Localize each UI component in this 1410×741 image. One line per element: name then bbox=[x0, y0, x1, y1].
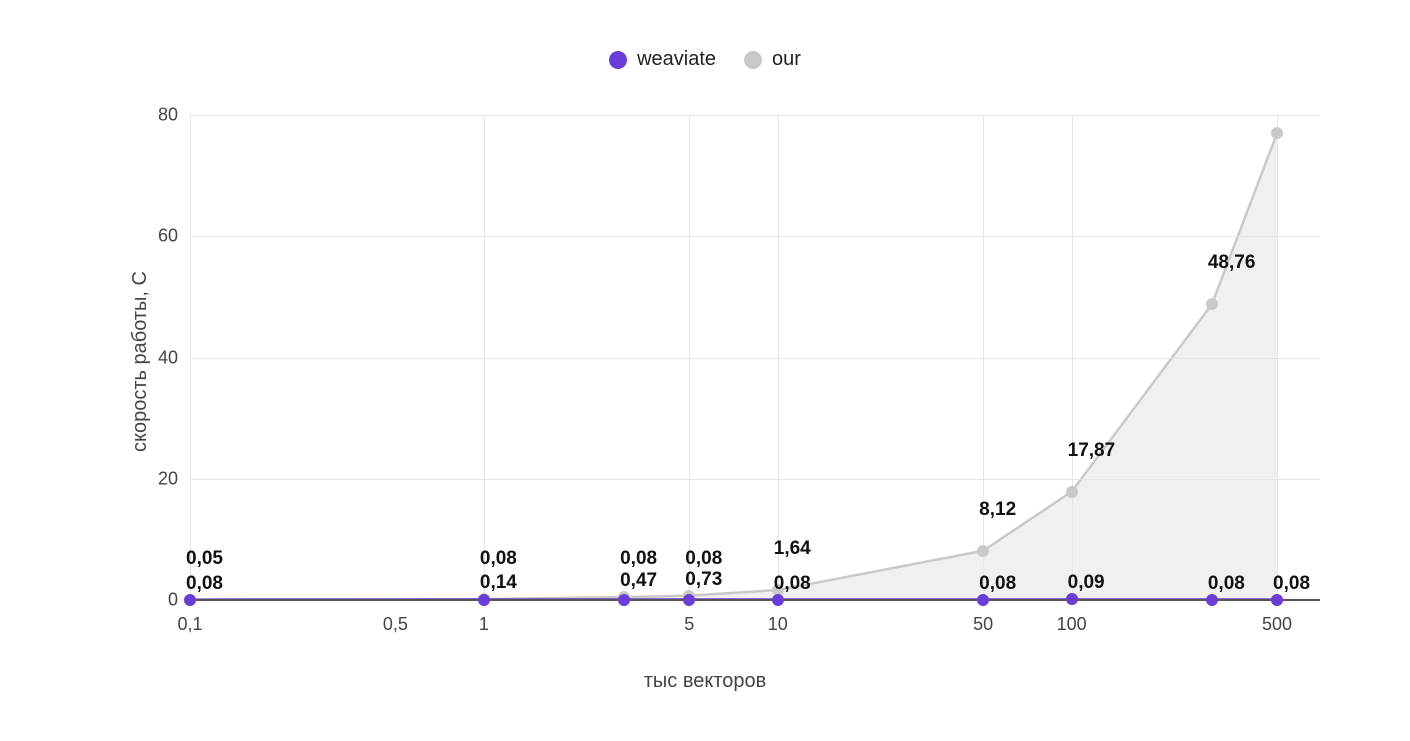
y-axis-label: скорость работы, С bbox=[129, 271, 152, 452]
marker-our bbox=[977, 545, 989, 557]
marker-weaviate bbox=[618, 594, 630, 606]
marker-our bbox=[1206, 298, 1218, 310]
data-label-weaviate: 0,05 bbox=[186, 548, 223, 570]
marker-weaviate bbox=[1066, 593, 1078, 605]
x-axis-label: тыс векторов bbox=[644, 670, 767, 693]
legend-dot-weaviate bbox=[609, 51, 627, 69]
data-label-our: 0,73 bbox=[685, 569, 722, 591]
data-label-our: 17,87 bbox=[1068, 440, 1116, 462]
gridline-h bbox=[190, 358, 1320, 359]
marker-weaviate bbox=[772, 594, 784, 606]
data-label-weaviate: 0,08 bbox=[480, 548, 517, 570]
marker-weaviate bbox=[977, 594, 989, 606]
ytick-label: 80 bbox=[158, 105, 190, 126]
legend-dot-our bbox=[744, 51, 762, 69]
data-label-our: 48,76 bbox=[1208, 252, 1256, 274]
marker-our bbox=[1066, 486, 1078, 498]
ytick-label: 40 bbox=[158, 347, 190, 368]
data-label-weaviate: 0,08 bbox=[685, 548, 722, 570]
gridline-v bbox=[689, 115, 690, 600]
data-label-weaviate: 0,08 bbox=[774, 573, 811, 595]
gridline-v bbox=[778, 115, 779, 600]
gridline-h bbox=[190, 236, 1320, 237]
legend-item-weaviate: weaviate bbox=[609, 48, 716, 71]
legend-label-weaviate: weaviate bbox=[637, 48, 716, 71]
data-label-weaviate: 0,09 bbox=[1068, 572, 1105, 594]
gridline-h bbox=[190, 479, 1320, 480]
legend-item-our: our bbox=[744, 48, 801, 71]
marker-our bbox=[1271, 127, 1283, 139]
xtick-label: 0,5 bbox=[383, 600, 408, 635]
gridline-v bbox=[983, 115, 984, 600]
ytick-label: 20 bbox=[158, 468, 190, 489]
gridline-v bbox=[1277, 115, 1278, 600]
chart-container: weaviate our скорость работы, С 02040608… bbox=[0, 0, 1410, 741]
gridline-v bbox=[1072, 115, 1073, 600]
gridline-v bbox=[484, 115, 485, 600]
data-label-our: 0,08 bbox=[186, 573, 223, 595]
data-label-our: 0,47 bbox=[620, 570, 657, 592]
marker-weaviate bbox=[1271, 594, 1283, 606]
ytick-label: 60 bbox=[158, 226, 190, 247]
gridline-h bbox=[190, 115, 1320, 116]
data-label-our: 0,14 bbox=[480, 572, 517, 594]
marker-weaviate bbox=[478, 594, 490, 606]
data-label-our: 8,12 bbox=[979, 499, 1016, 521]
legend-label-our: our bbox=[772, 48, 801, 71]
data-label-weaviate: 0,08 bbox=[1273, 573, 1310, 595]
marker-weaviate bbox=[184, 594, 196, 606]
marker-weaviate bbox=[1206, 594, 1218, 606]
plot-area: 0204060800,10,51510501005000,080,140,470… bbox=[190, 115, 1320, 600]
series-area-our bbox=[190, 133, 1277, 600]
marker-weaviate bbox=[683, 594, 695, 606]
legend: weaviate our bbox=[0, 48, 1410, 71]
data-label-weaviate: 0,08 bbox=[1208, 573, 1245, 595]
data-label-weaviate: 0,08 bbox=[620, 548, 657, 570]
data-label-our: 1,64 bbox=[774, 538, 811, 560]
x-axis-line bbox=[190, 599, 1320, 601]
data-label-weaviate: 0,08 bbox=[979, 573, 1016, 595]
gridline-v bbox=[190, 115, 191, 600]
